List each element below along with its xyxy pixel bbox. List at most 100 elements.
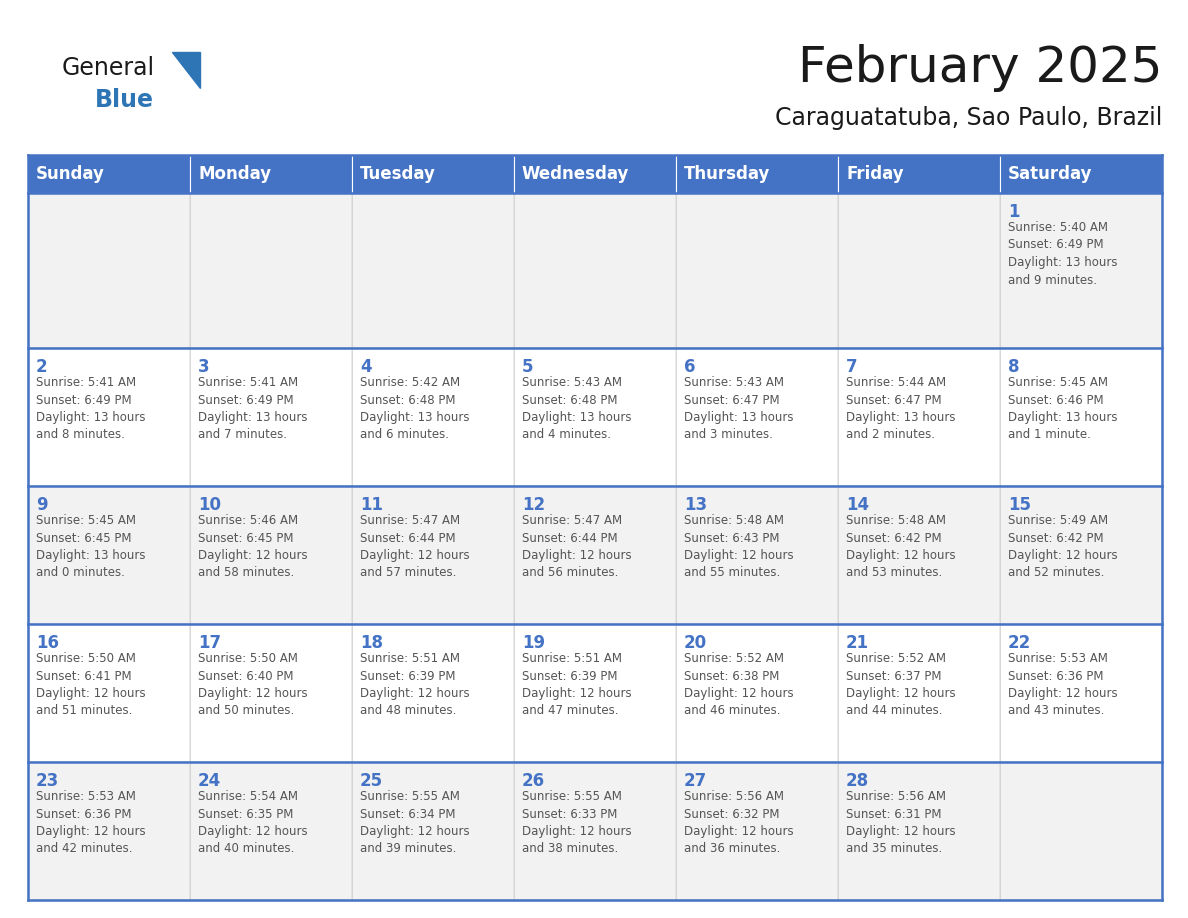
Text: 11: 11	[360, 496, 383, 514]
Bar	[29, 348, 190, 486]
Text: 16: 16	[36, 634, 59, 652]
Bar	[676, 762, 838, 900]
Polygon shape	[172, 52, 200, 88]
Bar	[1000, 486, 1162, 624]
Bar	[676, 193, 838, 348]
Bar	[29, 155, 190, 193]
Text: Sunrise: 5:51 AM
Sunset: 6:39 PM
Daylight: 12 hours
and 47 minutes.: Sunrise: 5:51 AM Sunset: 6:39 PM Dayligh…	[522, 652, 632, 718]
Text: Sunrise: 5:48 AM
Sunset: 6:43 PM
Daylight: 12 hours
and 55 minutes.: Sunrise: 5:48 AM Sunset: 6:43 PM Dayligh…	[684, 514, 794, 579]
Bar	[1000, 762, 1162, 900]
Text: Sunrise: 5:52 AM
Sunset: 6:38 PM
Daylight: 12 hours
and 46 minutes.: Sunrise: 5:52 AM Sunset: 6:38 PM Dayligh…	[684, 652, 794, 718]
Bar	[1000, 155, 1162, 193]
Text: Sunrise: 5:56 AM
Sunset: 6:32 PM
Daylight: 12 hours
and 36 minutes.: Sunrise: 5:56 AM Sunset: 6:32 PM Dayligh…	[684, 790, 794, 856]
Text: Sunrise: 5:43 AM
Sunset: 6:47 PM
Daylight: 13 hours
and 3 minutes.: Sunrise: 5:43 AM Sunset: 6:47 PM Dayligh…	[684, 376, 794, 442]
Text: 9: 9	[36, 496, 48, 514]
Text: Wednesday: Wednesday	[522, 165, 630, 183]
Bar	[352, 486, 514, 624]
Bar	[676, 486, 838, 624]
Bar	[514, 193, 676, 348]
Bar	[838, 348, 1000, 486]
Text: 24: 24	[198, 772, 221, 790]
Text: 20: 20	[684, 634, 707, 652]
Text: 2: 2	[36, 358, 48, 376]
Text: 6: 6	[684, 358, 695, 376]
Text: Sunrise: 5:43 AM
Sunset: 6:48 PM
Daylight: 13 hours
and 4 minutes.: Sunrise: 5:43 AM Sunset: 6:48 PM Dayligh…	[522, 376, 632, 442]
Bar	[29, 193, 190, 348]
Text: 3: 3	[198, 358, 209, 376]
Bar	[514, 155, 676, 193]
Text: Sunrise: 5:47 AM
Sunset: 6:44 PM
Daylight: 12 hours
and 56 minutes.: Sunrise: 5:47 AM Sunset: 6:44 PM Dayligh…	[522, 514, 632, 579]
Text: Sunrise: 5:40 AM
Sunset: 6:49 PM
Daylight: 13 hours
and 9 minutes.: Sunrise: 5:40 AM Sunset: 6:49 PM Dayligh…	[1007, 221, 1118, 286]
Text: Saturday: Saturday	[1007, 165, 1093, 183]
Text: 21: 21	[846, 634, 870, 652]
Bar	[190, 155, 352, 193]
Text: Sunrise: 5:41 AM
Sunset: 6:49 PM
Daylight: 13 hours
and 7 minutes.: Sunrise: 5:41 AM Sunset: 6:49 PM Dayligh…	[198, 376, 308, 442]
Text: Sunrise: 5:51 AM
Sunset: 6:39 PM
Daylight: 12 hours
and 48 minutes.: Sunrise: 5:51 AM Sunset: 6:39 PM Dayligh…	[360, 652, 469, 718]
Text: Sunrise: 5:44 AM
Sunset: 6:47 PM
Daylight: 13 hours
and 2 minutes.: Sunrise: 5:44 AM Sunset: 6:47 PM Dayligh…	[846, 376, 955, 442]
Bar	[352, 155, 514, 193]
Text: Blue: Blue	[95, 88, 154, 112]
Text: Sunrise: 5:53 AM
Sunset: 6:36 PM
Daylight: 12 hours
and 42 minutes.: Sunrise: 5:53 AM Sunset: 6:36 PM Dayligh…	[36, 790, 146, 856]
Text: Sunday: Sunday	[36, 165, 105, 183]
Text: Sunrise: 5:52 AM
Sunset: 6:37 PM
Daylight: 12 hours
and 44 minutes.: Sunrise: 5:52 AM Sunset: 6:37 PM Dayligh…	[846, 652, 955, 718]
Bar	[514, 486, 676, 624]
Bar	[190, 762, 352, 900]
Text: Sunrise: 5:55 AM
Sunset: 6:33 PM
Daylight: 12 hours
and 38 minutes.: Sunrise: 5:55 AM Sunset: 6:33 PM Dayligh…	[522, 790, 632, 856]
Bar	[352, 762, 514, 900]
Text: 8: 8	[1007, 358, 1019, 376]
Text: 17: 17	[198, 634, 221, 652]
Bar	[29, 762, 190, 900]
Text: 28: 28	[846, 772, 870, 790]
Bar	[352, 193, 514, 348]
Text: Sunrise: 5:49 AM
Sunset: 6:42 PM
Daylight: 12 hours
and 52 minutes.: Sunrise: 5:49 AM Sunset: 6:42 PM Dayligh…	[1007, 514, 1118, 579]
Text: 26: 26	[522, 772, 545, 790]
Text: Sunrise: 5:45 AM
Sunset: 6:46 PM
Daylight: 13 hours
and 1 minute.: Sunrise: 5:45 AM Sunset: 6:46 PM Dayligh…	[1007, 376, 1118, 442]
Bar	[676, 348, 838, 486]
Text: Tuesday: Tuesday	[360, 165, 436, 183]
Bar	[514, 762, 676, 900]
Text: Sunrise: 5:47 AM
Sunset: 6:44 PM
Daylight: 12 hours
and 57 minutes.: Sunrise: 5:47 AM Sunset: 6:44 PM Dayligh…	[360, 514, 469, 579]
Bar	[514, 624, 676, 762]
Bar	[838, 624, 1000, 762]
Bar	[190, 193, 352, 348]
Bar	[190, 348, 352, 486]
Text: 27: 27	[684, 772, 707, 790]
Text: 13: 13	[684, 496, 707, 514]
Bar	[352, 624, 514, 762]
Text: 12: 12	[522, 496, 545, 514]
Bar	[1000, 348, 1162, 486]
Bar	[29, 624, 190, 762]
Text: Sunrise: 5:54 AM
Sunset: 6:35 PM
Daylight: 12 hours
and 40 minutes.: Sunrise: 5:54 AM Sunset: 6:35 PM Dayligh…	[198, 790, 308, 856]
Text: Sunrise: 5:48 AM
Sunset: 6:42 PM
Daylight: 12 hours
and 53 minutes.: Sunrise: 5:48 AM Sunset: 6:42 PM Dayligh…	[846, 514, 955, 579]
Text: 4: 4	[360, 358, 372, 376]
Text: Sunrise: 5:46 AM
Sunset: 6:45 PM
Daylight: 12 hours
and 58 minutes.: Sunrise: 5:46 AM Sunset: 6:45 PM Dayligh…	[198, 514, 308, 579]
Text: 19: 19	[522, 634, 545, 652]
Text: Sunrise: 5:41 AM
Sunset: 6:49 PM
Daylight: 13 hours
and 8 minutes.: Sunrise: 5:41 AM Sunset: 6:49 PM Dayligh…	[36, 376, 145, 442]
Text: Monday: Monday	[198, 165, 271, 183]
Bar	[838, 155, 1000, 193]
Text: 23: 23	[36, 772, 59, 790]
Text: Sunrise: 5:50 AM
Sunset: 6:40 PM
Daylight: 12 hours
and 50 minutes.: Sunrise: 5:50 AM Sunset: 6:40 PM Dayligh…	[198, 652, 308, 718]
Bar	[352, 348, 514, 486]
Text: Sunrise: 5:42 AM
Sunset: 6:48 PM
Daylight: 13 hours
and 6 minutes.: Sunrise: 5:42 AM Sunset: 6:48 PM Dayligh…	[360, 376, 469, 442]
Bar	[29, 486, 190, 624]
Text: Sunrise: 5:50 AM
Sunset: 6:41 PM
Daylight: 12 hours
and 51 minutes.: Sunrise: 5:50 AM Sunset: 6:41 PM Dayligh…	[36, 652, 146, 718]
Bar	[676, 624, 838, 762]
Text: Thursday: Thursday	[684, 165, 770, 183]
Bar	[514, 348, 676, 486]
Bar	[838, 762, 1000, 900]
Bar	[1000, 624, 1162, 762]
Text: Caraguatatuba, Sao Paulo, Brazil: Caraguatatuba, Sao Paulo, Brazil	[775, 106, 1162, 130]
Text: 22: 22	[1007, 634, 1031, 652]
Text: 25: 25	[360, 772, 383, 790]
Text: 14: 14	[846, 496, 870, 514]
Text: Sunrise: 5:53 AM
Sunset: 6:36 PM
Daylight: 12 hours
and 43 minutes.: Sunrise: 5:53 AM Sunset: 6:36 PM Dayligh…	[1007, 652, 1118, 718]
Bar	[190, 624, 352, 762]
Text: 5: 5	[522, 358, 533, 376]
Text: Sunrise: 5:55 AM
Sunset: 6:34 PM
Daylight: 12 hours
and 39 minutes.: Sunrise: 5:55 AM Sunset: 6:34 PM Dayligh…	[360, 790, 469, 856]
Bar	[676, 155, 838, 193]
Text: 1: 1	[1007, 203, 1019, 221]
Text: Sunrise: 5:56 AM
Sunset: 6:31 PM
Daylight: 12 hours
and 35 minutes.: Sunrise: 5:56 AM Sunset: 6:31 PM Dayligh…	[846, 790, 955, 856]
Bar	[190, 486, 352, 624]
Text: General: General	[62, 56, 156, 80]
